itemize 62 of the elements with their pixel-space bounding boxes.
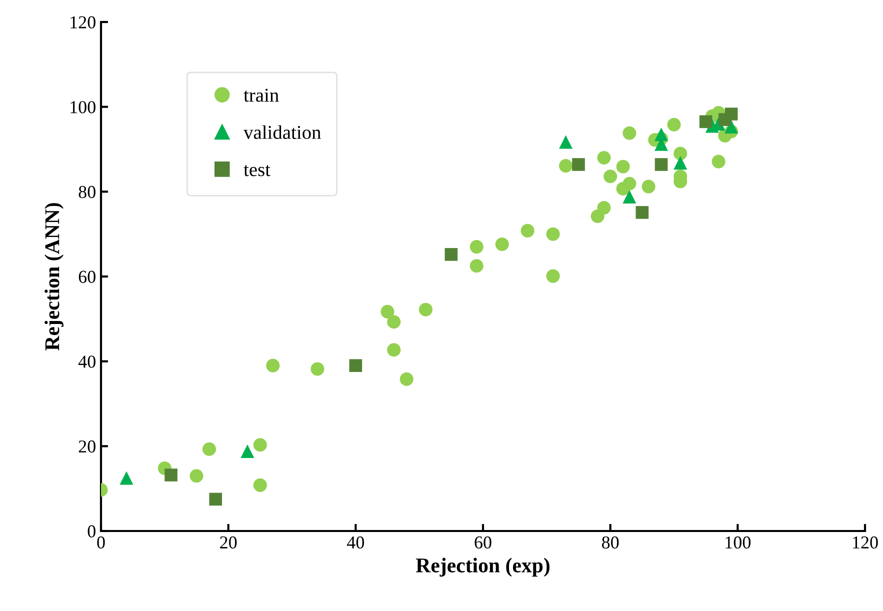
point [654,158,668,171]
point [495,237,509,252]
point [546,269,560,283]
point [209,492,222,506]
x-tick-label: 120 [853,536,878,549]
x-tick-label: 0 [97,536,105,549]
x-tick-label: 20 [220,536,237,549]
legend-label: test [244,165,270,176]
point [559,135,573,149]
point [253,478,267,492]
point [164,468,178,482]
point [616,160,630,174]
point [642,180,656,194]
point [622,190,636,204]
point [724,108,738,120]
legend-label: validation [244,125,321,139]
point [190,469,204,483]
point [310,362,324,376]
point [470,240,484,254]
point [636,206,649,219]
point [622,176,636,190]
x-tick-label: 80 [602,536,619,549]
point [240,444,254,458]
point [674,146,688,160]
x-axis-title: Rejection (exp) [416,558,550,577]
x-tick-label: 40 [346,536,364,549]
point [654,128,668,142]
point [674,156,688,170]
legend-label: train [244,88,279,102]
point [622,126,636,140]
point [572,158,585,171]
point [444,248,458,261]
point [380,304,394,318]
point [387,343,401,357]
y-tick-label: 40 [78,356,96,368]
y-axis-title: Rejection (ANN) [44,203,64,350]
point [604,170,618,184]
y-tick-label: 60 [78,270,96,283]
x-tick-label: 100 [726,536,751,549]
point [520,224,534,238]
y-tick-label: 120 [70,16,96,28]
point [597,201,611,215]
point [120,471,134,485]
point [712,154,726,168]
point [349,359,362,372]
point [667,118,681,132]
point [559,159,573,173]
point [470,259,484,273]
x-tick-label: 60 [474,536,492,549]
y-tick-label: 100 [70,101,96,114]
point [546,227,560,241]
y-tick-label: 80 [78,186,96,198]
point [597,150,611,164]
point [699,115,712,128]
point [266,358,280,372]
point [387,315,401,329]
y-tick-label: 0 [88,525,96,538]
point [202,442,216,456]
y-tick-label: 20 [78,440,96,453]
point [418,302,432,316]
point [400,372,414,386]
point [253,438,267,452]
